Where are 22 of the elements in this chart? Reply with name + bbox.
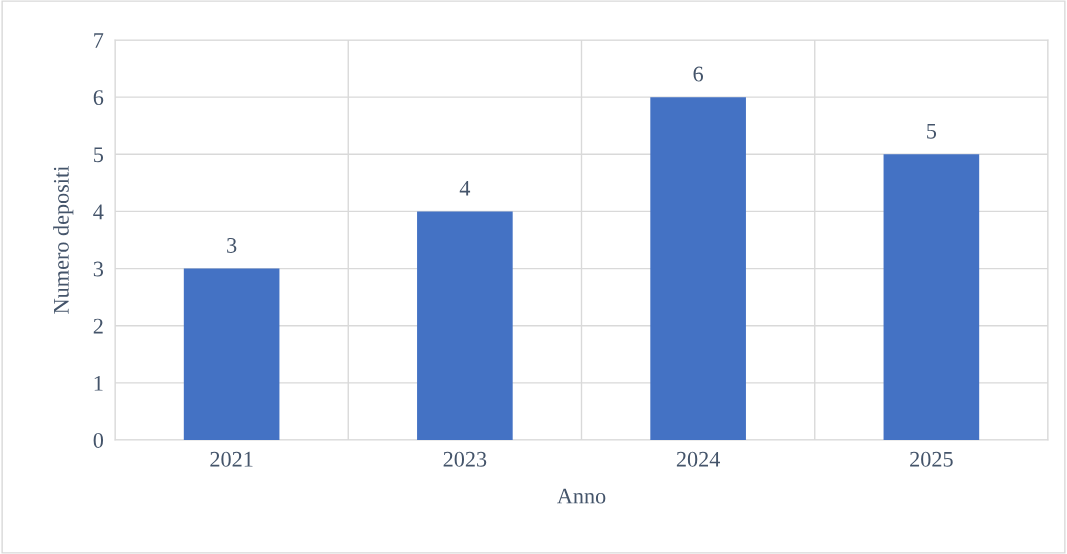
y-tick-label: 4 [93, 204, 104, 220]
y-axis-title: Numero depositi [53, 166, 74, 314]
y-tick-label: 2 [93, 318, 103, 334]
y-tick-label: 1 [94, 375, 103, 391]
x-axis-title: Anno [557, 488, 606, 504]
y-tick-label: 3 [93, 261, 104, 277]
y-tick-label: 5 [94, 147, 104, 163]
data-label: 3 [227, 238, 237, 253]
y-tick-label: 6 [93, 90, 104, 106]
bar [883, 154, 980, 440]
bar [417, 211, 513, 440]
x-tick-label: 2024 [676, 451, 720, 467]
bar [183, 268, 280, 440]
x-tick-label: 2021 [210, 451, 253, 467]
x-tick-label: 2025 [910, 451, 953, 467]
y-tick-label: 7 [94, 33, 104, 48]
data-label: 5 [927, 123, 937, 139]
data-label: 6 [693, 66, 704, 82]
bar [650, 97, 746, 440]
data-label: 4 [459, 180, 471, 196]
x-tick-label: 2023 [443, 451, 487, 467]
y-tick-label: 0 [93, 432, 104, 448]
